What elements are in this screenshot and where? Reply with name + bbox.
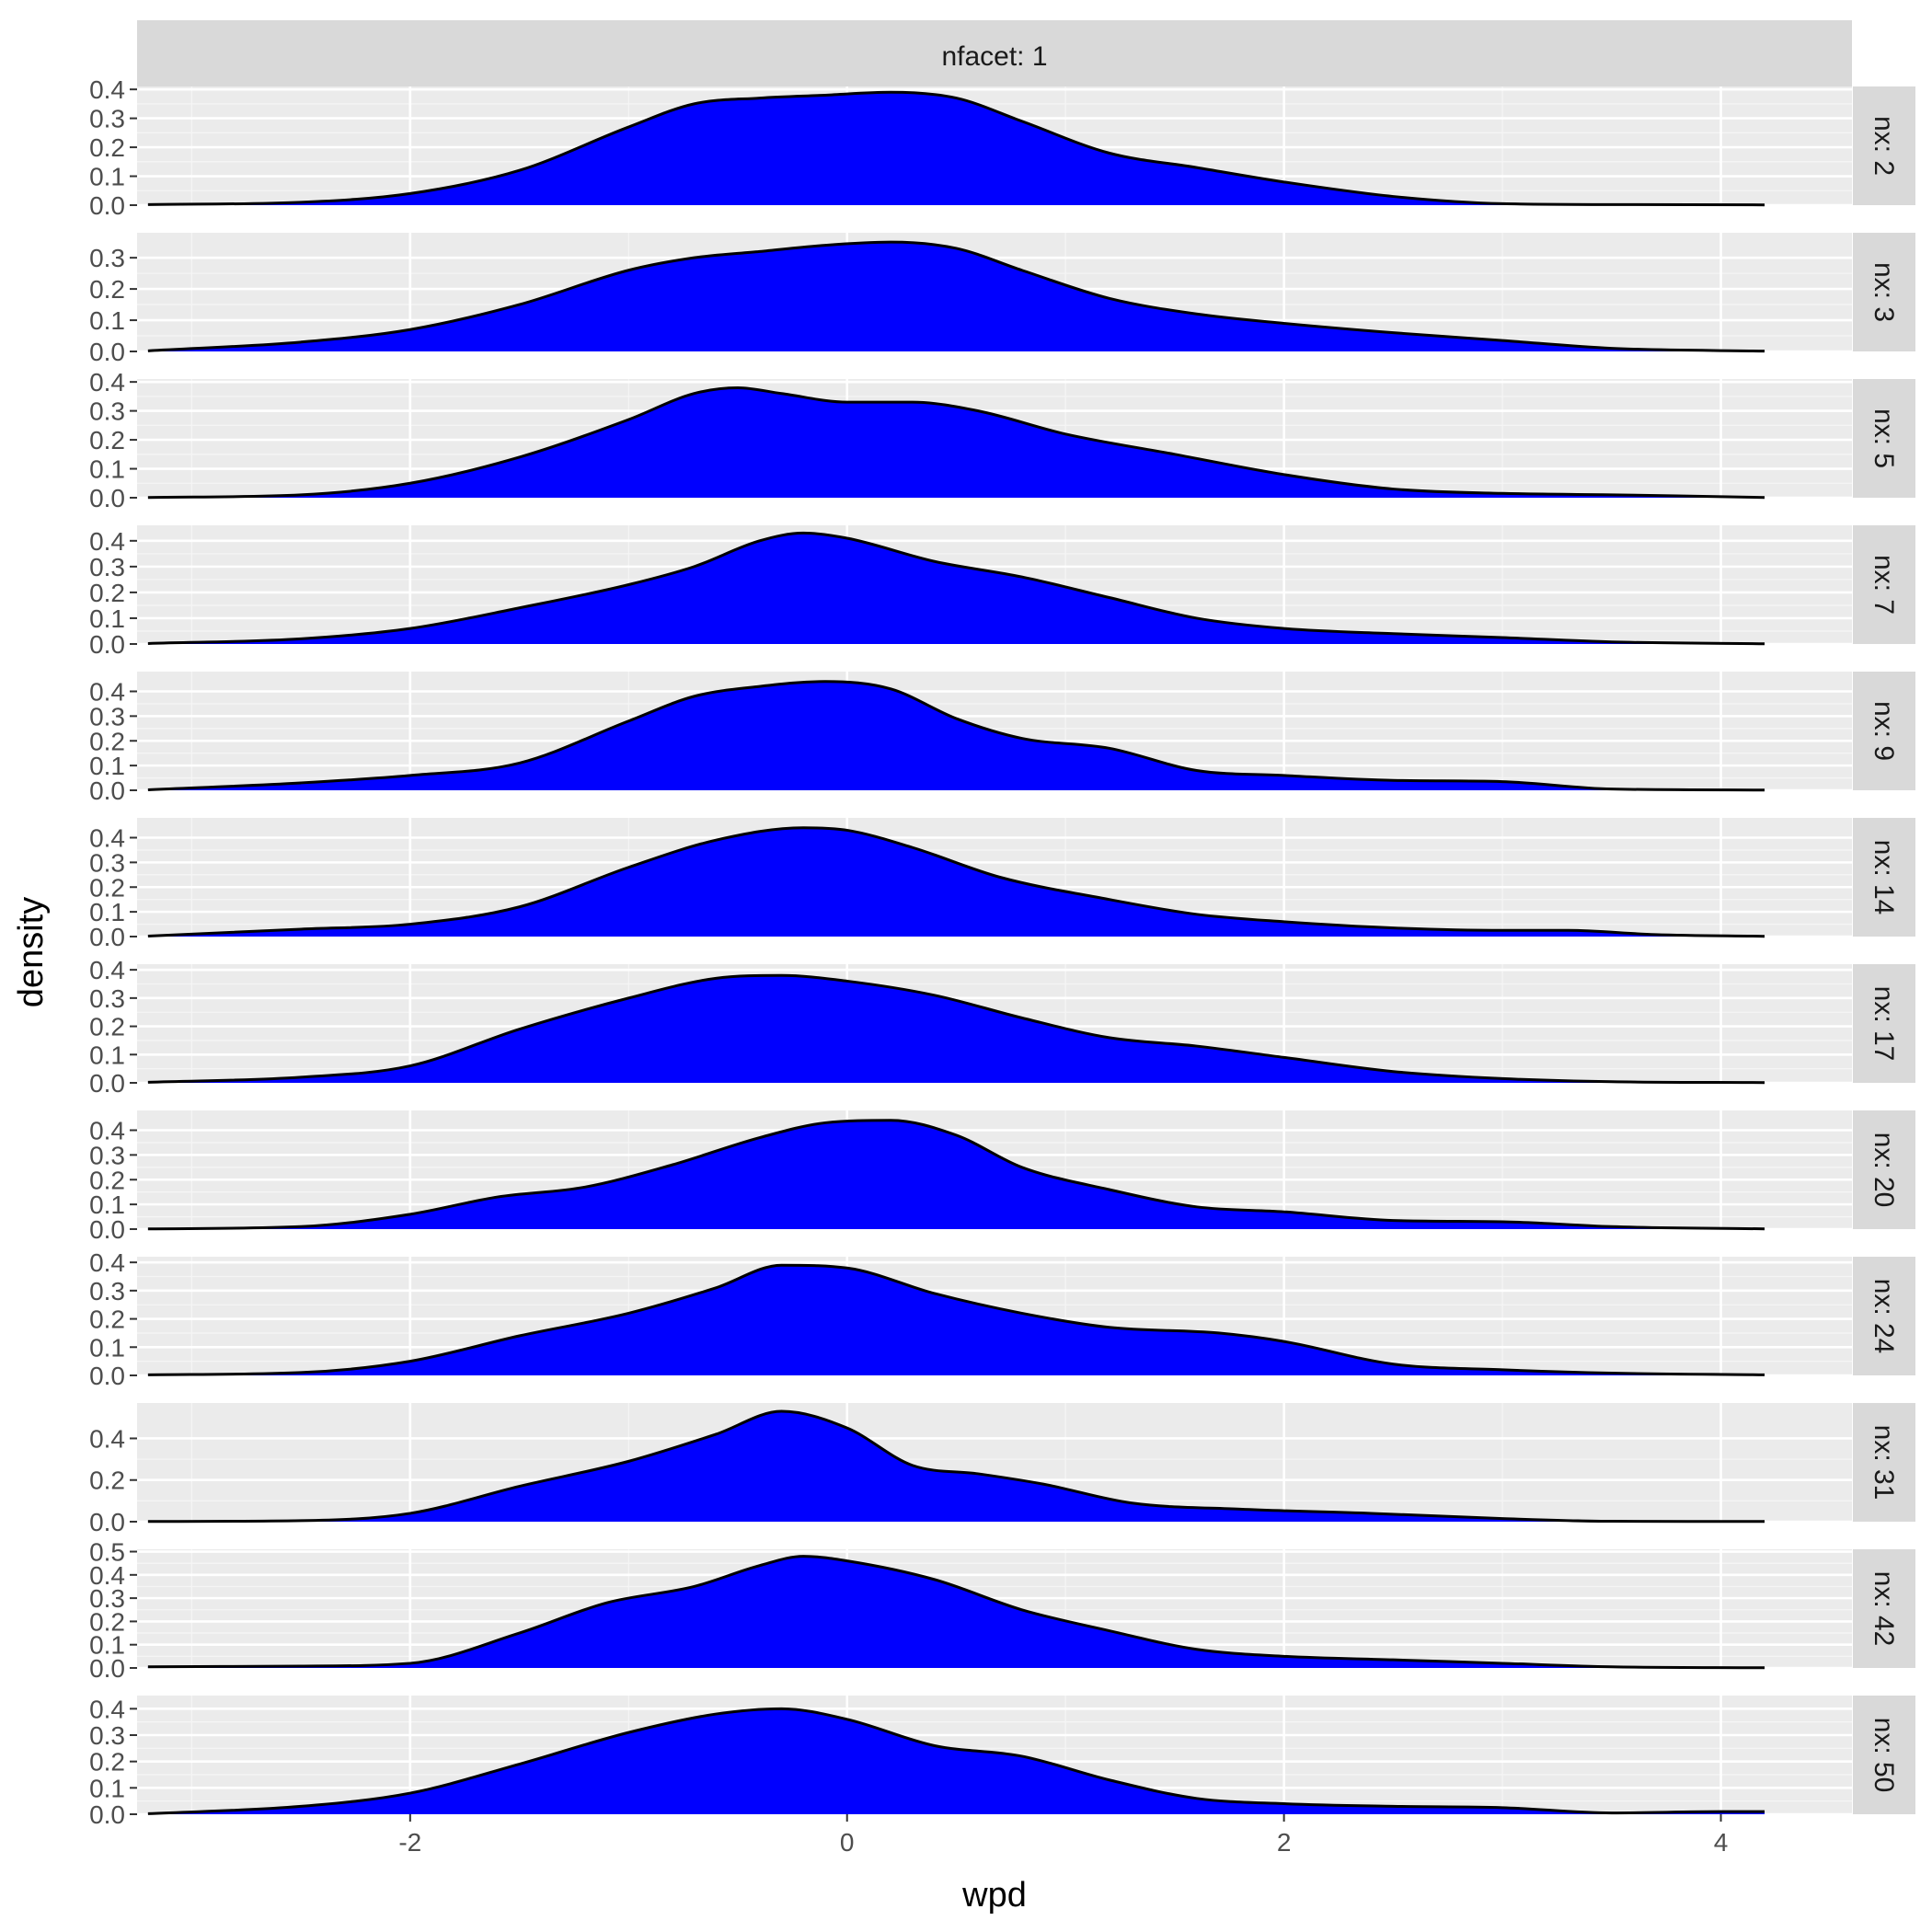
x-tick-label: 2 bbox=[1277, 1828, 1292, 1857]
facet-strip-label: nx: 17 bbox=[1869, 986, 1899, 1062]
y-tick-label: 0.3 bbox=[89, 397, 125, 426]
y-tick-label: 0.4 bbox=[89, 824, 125, 853]
y-tick-label: 0.3 bbox=[89, 984, 125, 1013]
y-tick-label: 0.0 bbox=[89, 1215, 125, 1244]
y-tick-label: 0.2 bbox=[89, 579, 125, 607]
y-tick-label: 0.2 bbox=[89, 1305, 125, 1334]
y-axis-title: density bbox=[12, 897, 51, 1007]
y-tick-label: 0.4 bbox=[89, 1117, 125, 1145]
facet-panel: 0.00.10.20.30.4 nx: 14 bbox=[89, 818, 1915, 951]
y-tick-label: 0.0 bbox=[89, 923, 125, 951]
y-tick-label: 0.4 bbox=[89, 678, 125, 707]
x-axis-title: wpd bbox=[961, 1876, 1027, 1915]
y-tick-label: 0.1 bbox=[89, 306, 125, 335]
facet-panel: 0.00.10.20.30.4 nx: 50 bbox=[89, 1695, 1915, 1829]
y-tick-label: 0.1 bbox=[89, 752, 125, 780]
y-tick-label: 0.0 bbox=[89, 1069, 125, 1098]
facet-strip-label: nx: 3 bbox=[1869, 262, 1899, 322]
y-tick-label: 0.4 bbox=[89, 1424, 125, 1453]
y-tick-label: 0.0 bbox=[89, 484, 125, 512]
y-tick-label: 0.4 bbox=[89, 527, 125, 556]
y-tick-label: 0.0 bbox=[89, 338, 125, 366]
y-tick-label: 0.1 bbox=[89, 604, 125, 633]
y-tick-label: 0.2 bbox=[89, 727, 125, 755]
top-strip: nfacet: 1 bbox=[137, 20, 1852, 86]
y-tick-label: 0.3 bbox=[89, 1721, 125, 1750]
y-tick-label: 0.3 bbox=[89, 244, 125, 272]
y-tick-label: 0.4 bbox=[89, 1695, 125, 1723]
y-tick-label: 0.3 bbox=[89, 553, 125, 581]
facet-strip-label: nx: 24 bbox=[1869, 1279, 1899, 1354]
facet-panel: 0.00.10.20.30.4 nx: 24 bbox=[89, 1248, 1915, 1390]
y-tick-label: 0.0 bbox=[89, 1508, 125, 1536]
y-tick-label: 0.3 bbox=[89, 702, 125, 730]
y-tick-label: 0.3 bbox=[89, 1141, 125, 1169]
top-strip-label: nfacet: 1 bbox=[941, 41, 1047, 72]
y-tick-label: 0.2 bbox=[89, 1466, 125, 1495]
facet-strip-label: nx: 2 bbox=[1869, 116, 1899, 176]
y-tick-label: 0.0 bbox=[89, 191, 125, 220]
facet-panel: 0.00.10.20.30.4 nx: 7 bbox=[89, 525, 1915, 659]
x-tick-label: 0 bbox=[840, 1828, 855, 1857]
y-tick-label: 0.1 bbox=[89, 898, 125, 926]
facet-strip-label: nx: 7 bbox=[1869, 555, 1899, 615]
y-tick-label: 0.0 bbox=[89, 776, 125, 805]
facet-strip-label: nx: 42 bbox=[1869, 1571, 1899, 1647]
y-tick-label: 0.0 bbox=[89, 1800, 125, 1829]
y-tick-label: 0.1 bbox=[89, 1190, 125, 1219]
facet-strip-label: nx: 14 bbox=[1869, 840, 1899, 915]
y-tick-label: 0.4 bbox=[89, 75, 125, 104]
y-tick-label: 0.5 bbox=[89, 1538, 125, 1567]
y-tick-label: 0.3 bbox=[89, 1277, 125, 1305]
y-tick-label: 0.2 bbox=[89, 1748, 125, 1777]
facet-panel: 0.00.10.20.30.4 nx: 2 bbox=[89, 75, 1915, 220]
facet-panel: 0.0 0.2 0.4 nx: 31 bbox=[89, 1403, 1915, 1536]
y-tick-label: 0.3 bbox=[89, 848, 125, 877]
y-tick-label: 0.2 bbox=[89, 1166, 125, 1194]
y-tick-label: 0.1 bbox=[89, 1041, 125, 1069]
y-tick-label: 0.2 bbox=[89, 1013, 125, 1041]
y-tick-label: 0.2 bbox=[89, 873, 125, 902]
y-tick-label: 0.1 bbox=[89, 455, 125, 484]
y-tick-label: 0.4 bbox=[89, 956, 125, 984]
y-tick-label: 0.4 bbox=[89, 1248, 125, 1277]
facet-panel: 0.00.10.20.30.4 nx: 20 bbox=[89, 1110, 1915, 1244]
y-tick-label: 0.2 bbox=[89, 133, 125, 162]
facet-panel: 0.0 0.10.2 0.3 nx: 3 bbox=[89, 233, 1915, 366]
y-tick-label: 0.4 bbox=[89, 368, 125, 397]
y-tick-label: 0.0 bbox=[89, 1362, 125, 1390]
y-tick-label: 0.2 bbox=[89, 275, 125, 304]
y-tick-label: 0.1 bbox=[89, 1774, 125, 1802]
facet-strip-label: nx: 20 bbox=[1869, 1133, 1899, 1208]
x-tick-label: -2 bbox=[398, 1828, 421, 1857]
facet-panel: 0.00.10.20.30.4 nx: 5 bbox=[89, 368, 1915, 512]
y-tick-label: 0.0 bbox=[89, 630, 125, 659]
facet-panel: 0.00.10.20.30.4 nx: 9 bbox=[89, 672, 1915, 805]
facet-strip-label: nx: 9 bbox=[1869, 701, 1899, 761]
facet-panel: 0.00.10.20.30.4 nx: 17 bbox=[89, 956, 1915, 1098]
y-tick-label: 0.1 bbox=[89, 1333, 125, 1362]
facet-strip-label: nx: 5 bbox=[1869, 408, 1899, 468]
y-tick-label: 0.3 bbox=[89, 105, 125, 133]
y-tick-label: 0.1 bbox=[89, 163, 125, 191]
facet-panel: 0.00.10.20.30.40.5 nx: 42 bbox=[89, 1538, 1915, 1683]
facet-strip-label: nx: 31 bbox=[1869, 1425, 1899, 1501]
y-tick-label: 0.2 bbox=[89, 426, 125, 454]
facet-strip-label: nx: 50 bbox=[1869, 1718, 1899, 1793]
x-tick-label: 4 bbox=[1714, 1828, 1729, 1857]
